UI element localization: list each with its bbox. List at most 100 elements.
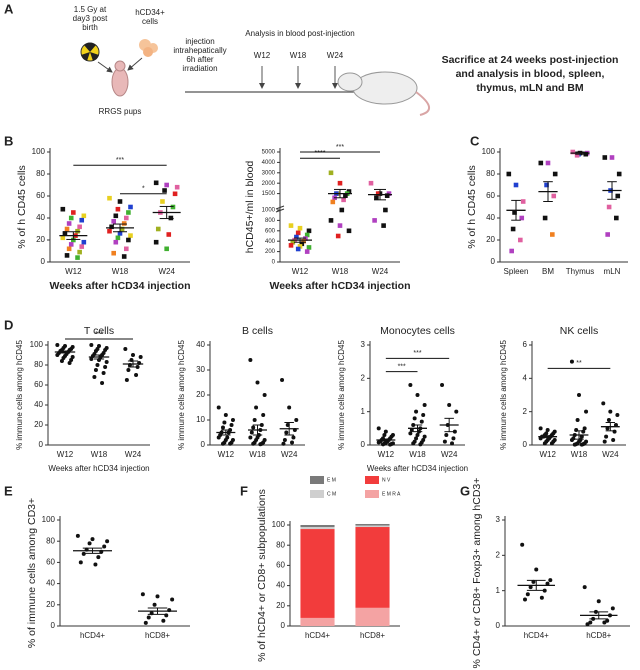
data-point (67, 361, 72, 365)
schematic-text: irradiation (182, 64, 217, 73)
data-point (81, 239, 87, 245)
data-point (64, 226, 70, 232)
y-tick-label: 0 (361, 440, 366, 449)
x-tick-label: W18 (332, 267, 349, 276)
timepoint: W12 (254, 51, 271, 60)
data-point (383, 429, 388, 434)
y-tick-label: 100 (482, 147, 496, 156)
data-point (454, 409, 459, 414)
y-tick-label: 20 (34, 420, 43, 429)
y-tick-label: 20 (486, 235, 495, 244)
y-tick-label: 40 (34, 400, 43, 409)
y-tick-label: 200 (265, 249, 276, 255)
data-point (415, 393, 420, 397)
bar-segment (355, 607, 390, 626)
data-point (290, 440, 295, 445)
y-axis-label: % immune cells among hCD45 (15, 340, 24, 450)
data-point (538, 160, 544, 166)
y-tick-label: 40 (36, 213, 45, 222)
data-point (152, 602, 157, 607)
y-axis-label: % immune cells among hCD45 (499, 340, 508, 450)
data-point (123, 347, 128, 351)
data-point (166, 232, 172, 237)
data-point (422, 403, 427, 407)
y-tick-label: 1500 (262, 191, 276, 197)
x-tick-label: Spleen (504, 267, 529, 276)
data-point (419, 419, 424, 424)
data-point (66, 246, 72, 252)
data-point (304, 249, 310, 254)
x-tick-label: hCD4+ (80, 631, 105, 640)
data-point (611, 438, 616, 442)
data-point (220, 441, 225, 446)
data-point (582, 585, 587, 590)
data-point (545, 581, 550, 586)
y-tick-label: 5000 (262, 150, 276, 156)
data-point (255, 380, 260, 385)
data-point (574, 428, 579, 432)
data-point (113, 213, 119, 219)
y-tick-label: 80 (36, 169, 45, 178)
data-point (121, 254, 127, 259)
data-point (124, 215, 129, 221)
data-point (220, 425, 225, 430)
x-tick-label: BM (542, 267, 554, 276)
x-axis-label: Weeks after hCD34 injection (49, 280, 190, 292)
data-point (301, 238, 306, 244)
legend-label: N V (382, 477, 391, 483)
data-point (131, 353, 135, 357)
data-point (97, 344, 101, 348)
chart-title: B cells (242, 325, 273, 337)
data-point (447, 403, 452, 407)
y-tick-label: 40 (486, 213, 495, 222)
pup-icon (111, 67, 129, 97)
x-tick-label: W18 (409, 450, 426, 459)
data-point (451, 436, 456, 441)
data-point (581, 429, 586, 434)
data-point (162, 188, 167, 193)
y-tick-label: 6 (523, 340, 528, 349)
data-point (542, 215, 548, 221)
significance-label: **** (315, 150, 326, 157)
data-point (384, 193, 390, 198)
data-point (61, 356, 66, 360)
data-point (146, 615, 151, 620)
data-point (306, 245, 312, 250)
y-tick-label: 80 (486, 169, 495, 178)
y-tick-label: 1 (496, 586, 501, 595)
rat-tail (415, 91, 430, 116)
data-point (168, 215, 174, 221)
schematic-text: 6h after (186, 55, 213, 64)
y-tick-label: 100 (42, 515, 56, 524)
data-point (170, 204, 176, 210)
x-tick-label: hCD8+ (360, 631, 385, 640)
data-point (583, 151, 589, 157)
y-tick-label: 3 (361, 340, 366, 349)
schematic-text: 1.5 Gy at (74, 5, 107, 14)
data-point (328, 170, 334, 176)
data-point (70, 355, 75, 359)
data-point (545, 160, 551, 166)
data-point (569, 438, 574, 442)
data-point (550, 232, 555, 237)
data-point (388, 442, 393, 447)
data-point (291, 435, 296, 440)
data-point (422, 434, 427, 439)
data-point (294, 234, 299, 240)
y-tick-label: 80 (276, 540, 285, 549)
data-point (160, 199, 165, 204)
data-point (248, 358, 253, 362)
schematic-text: RRGS pups (99, 107, 142, 116)
data-point (570, 149, 576, 155)
y-axis-label: % CD4+ or CD8+ Foxp3+ among hCD3+ (471, 478, 483, 669)
data-point (414, 409, 419, 414)
data-point (262, 393, 267, 397)
data-point (381, 223, 386, 228)
x-tick-label: hCD8+ (586, 631, 611, 640)
data-point (229, 423, 234, 427)
y-tick-label: 20 (196, 390, 205, 399)
data-point (100, 381, 105, 385)
y-axis-label: % immune cells among hCD45 (177, 340, 186, 450)
